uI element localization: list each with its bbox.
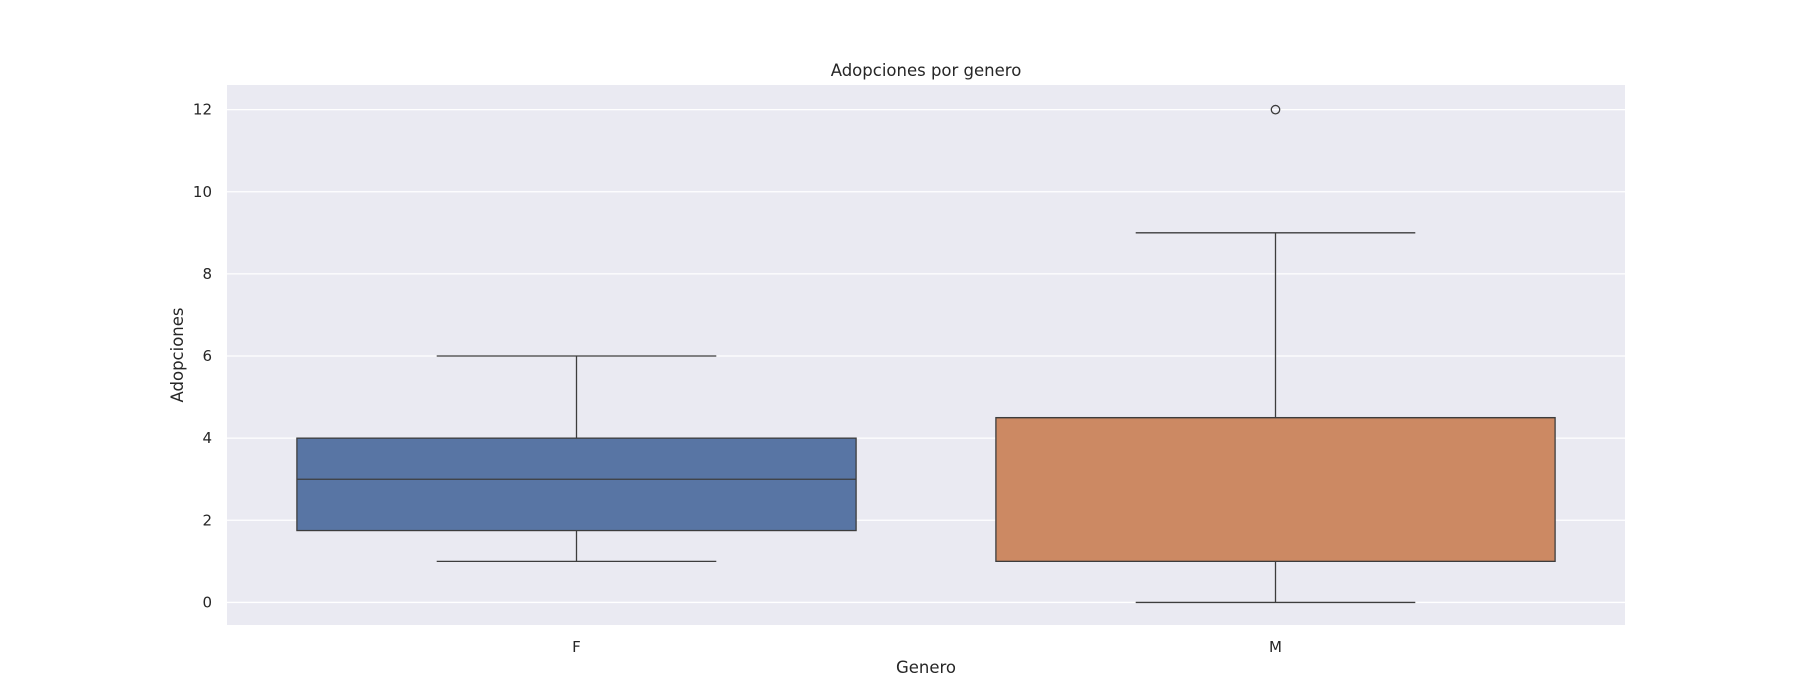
y-tick-label: 12 xyxy=(193,101,212,119)
y-axis-label: Adopciones xyxy=(168,308,187,403)
y-tick-labels: 0 2 4 6 8 10 12 xyxy=(193,101,212,612)
box-body xyxy=(995,416,1556,562)
y-tick-label: 2 xyxy=(202,511,212,529)
y-tick-label: 4 xyxy=(202,429,212,447)
x-axis-label: Genero xyxy=(896,658,956,677)
chart-title: Adopciones por genero xyxy=(831,61,1022,80)
box-body xyxy=(296,437,857,532)
y-tick-label: 8 xyxy=(202,265,212,283)
boxes xyxy=(296,104,1556,604)
x-tick-label: F xyxy=(572,638,581,656)
y-tick-label: 0 xyxy=(202,593,212,611)
y-tick-label: 6 xyxy=(202,347,212,365)
box-M xyxy=(995,104,1556,604)
box-F xyxy=(296,355,857,562)
y-tick-label: 10 xyxy=(193,183,212,201)
x-tick-label: M xyxy=(1269,638,1282,656)
outlier-point xyxy=(1270,104,1281,115)
